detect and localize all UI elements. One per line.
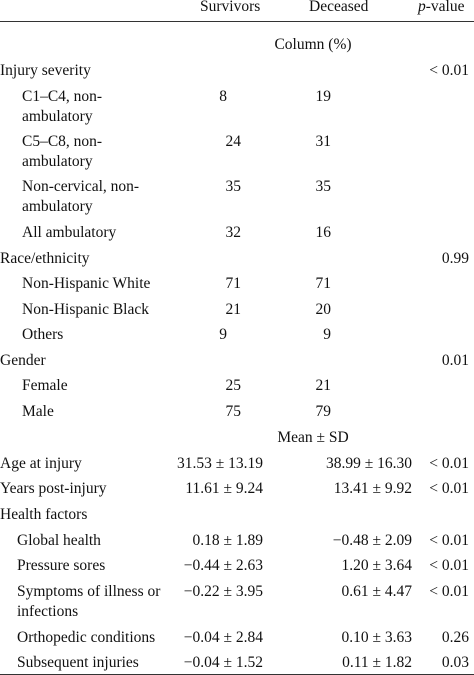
row-label-line1: C1–C4, non-	[22, 88, 103, 105]
p-value: < 0.01	[429, 480, 469, 497]
section-mean-sd: Mean ± SD	[277, 429, 349, 446]
row-label: Others	[22, 326, 64, 343]
row-label: Subsequent injuries	[17, 654, 139, 671]
row-label-line2: ambulatory	[22, 153, 93, 170]
deceased-value: 20	[315, 301, 332, 318]
deceased-value: 0.10 ± 3.63	[341, 629, 412, 646]
deceased-value: −0.48 ± 2.09	[332, 532, 412, 549]
deceased-value: 16	[315, 224, 332, 241]
row-label: Gender	[0, 352, 46, 369]
col-header-deceased: Deceased	[309, 0, 369, 15]
row-label-line2: infections	[17, 603, 79, 620]
survivors-value: 71	[225, 275, 242, 292]
row-label: Non-Hispanic Black	[22, 301, 149, 318]
survivors-value: 35	[225, 178, 242, 195]
row-label: All ambulatory	[22, 224, 117, 241]
survivors-value: 31.53 ± 13.19	[176, 455, 263, 472]
deceased-value: 21	[315, 377, 332, 394]
deceased-value: 1.20 ± 3.64	[341, 557, 412, 574]
row-label: Race/ethnicity	[0, 250, 90, 267]
row-label: Orthopedic conditions	[17, 629, 156, 646]
deceased-value: 13.41 ± 9.92	[333, 480, 412, 497]
survivors-value: 8	[219, 88, 227, 105]
row-label: Injury severity	[0, 62, 91, 79]
survivors-value: −0.04 ± 2.84	[183, 629, 263, 646]
row-label: Non-Hispanic White	[22, 275, 151, 292]
p-value: < 0.01	[429, 557, 469, 574]
deceased-value: 0.61 ± 4.47	[341, 583, 412, 600]
row-label: Years post-injury	[0, 480, 107, 497]
deceased-value: 0.11 ± 1.82	[342, 654, 412, 671]
table-header: Survivors Deceased p-value	[0, 0, 474, 21]
pvalue-rest: -value	[425, 0, 465, 15]
col-header-pvalue: p-value	[418, 0, 464, 17]
p-value: 0.03	[441, 654, 469, 671]
deceased-value: 71	[315, 275, 332, 292]
row-label-line2: ambulatory	[22, 108, 93, 125]
row-label: Health factors	[0, 506, 88, 523]
p-value: 0.99	[441, 250, 469, 267]
survivors-value: −0.04 ± 1.52	[183, 654, 263, 671]
p-value: < 0.01	[429, 583, 469, 600]
header-rule	[0, 21, 474, 22]
survivors-value: 24	[225, 133, 242, 150]
p-value: 0.01	[441, 352, 469, 369]
row-label: Male	[22, 403, 54, 420]
row-label-line1: C5–C8, non-	[22, 133, 103, 150]
survivors-value: −0.22 ± 3.95	[183, 583, 263, 600]
row-label: Global health	[17, 532, 101, 549]
survivors-value: 11.61 ± 9.24	[185, 480, 263, 497]
p-value: 0.26	[441, 629, 469, 646]
survivors-value: 21	[225, 301, 242, 318]
survivors-value: 25	[225, 377, 242, 394]
section-column-percent: Column (%)	[274, 36, 352, 53]
survivors-value: 0.18 ± 1.89	[192, 532, 263, 549]
deceased-value: 31	[315, 133, 332, 150]
pvalue-p: p	[418, 0, 426, 15]
deceased-value: 38.99 ± 16.30	[325, 455, 412, 472]
survivors-value: −0.44 ± 2.63	[183, 557, 263, 574]
col-header-survivors: Survivors	[200, 0, 261, 15]
p-value: < 0.01	[429, 455, 469, 472]
deceased-value: 19	[315, 88, 332, 105]
row-label: Female	[22, 377, 68, 394]
p-value: < 0.01	[429, 62, 469, 79]
survivors-value: 9	[219, 326, 227, 343]
deceased-value: 79	[315, 403, 332, 420]
row-label-line1: Symptoms of illness or	[17, 583, 161, 600]
survivors-value: 75	[225, 403, 242, 420]
row-label-line1: Non-cervical, non-	[22, 178, 140, 195]
survivors-value: 32	[225, 224, 242, 241]
deceased-value: 35	[315, 178, 332, 195]
deceased-value: 9	[323, 326, 331, 343]
row-label-line2: ambulatory	[22, 198, 93, 215]
row-label: Age at injury	[0, 455, 82, 472]
row-label: Pressure sores	[17, 557, 106, 574]
p-value: < 0.01	[429, 532, 469, 549]
